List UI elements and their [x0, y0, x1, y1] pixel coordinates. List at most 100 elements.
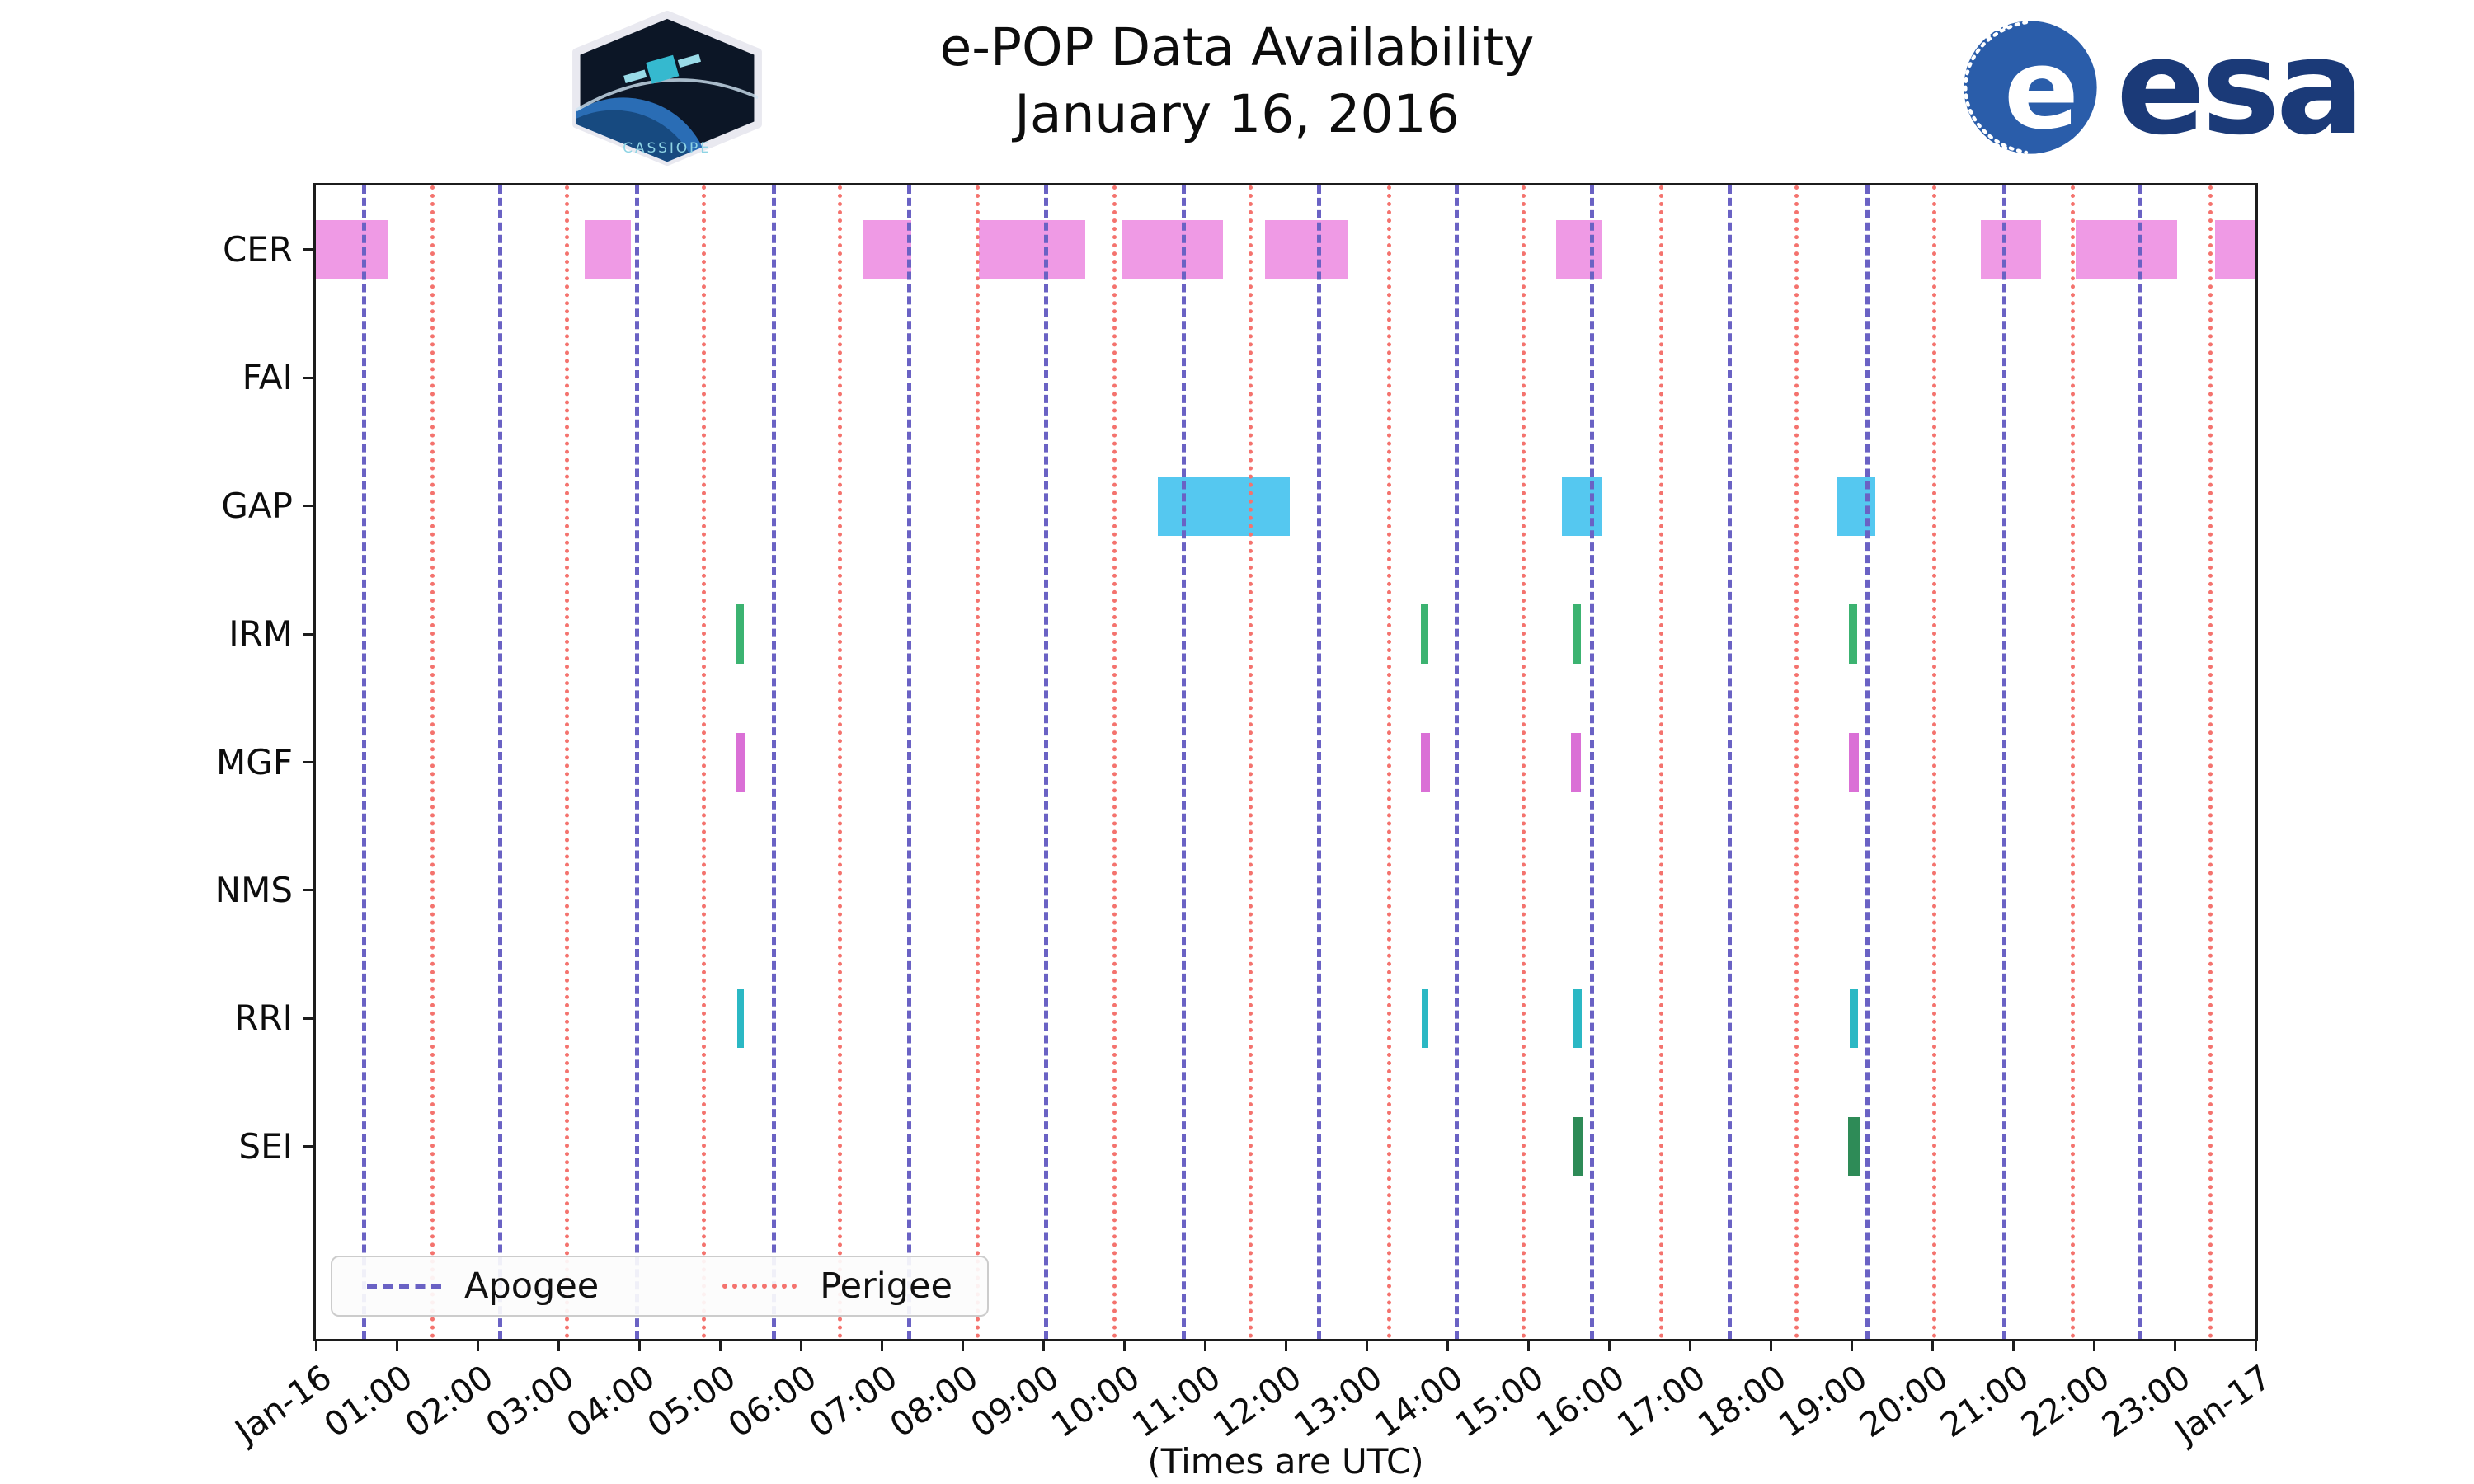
x-tick	[1203, 1339, 1206, 1351]
x-axis-note: (Times are UTC)	[1147, 1441, 1424, 1482]
x-axis-label-text: 04:00	[559, 1357, 662, 1446]
perigee-line	[838, 186, 843, 1339]
x-tick	[637, 1339, 641, 1351]
legend-item-perigee: Perigee	[722, 1266, 952, 1307]
patch-earth-shadow	[576, 110, 702, 162]
availability-bar-cer	[978, 219, 1085, 279]
x-tick	[1931, 1339, 1934, 1351]
esa-emblem-icon: e	[1961, 20, 2097, 155]
x-axis-label-text: 02:00	[397, 1357, 501, 1446]
x-tick	[2254, 1339, 2257, 1351]
y-tick	[303, 761, 316, 763]
perigee-line	[2208, 186, 2213, 1339]
x-tick	[1688, 1339, 1691, 1351]
availability-bar-irm	[1849, 604, 1857, 665]
x-tick	[961, 1339, 964, 1351]
chart-subtitle: January 16, 2016	[1014, 83, 1460, 144]
svg-text:e: e	[2004, 25, 2079, 154]
patch-cassiope-label: CASSIOPE	[623, 140, 712, 157]
x-axis-label-text: 22:00	[2014, 1357, 2117, 1446]
perigee-line	[1658, 186, 1663, 1339]
apogee-line	[635, 186, 640, 1339]
availability-bar-cer	[1264, 219, 1349, 279]
apogee-line	[1454, 186, 1459, 1339]
x-axis-label-text: 03:00	[478, 1357, 581, 1446]
y-axis-label-sei: SEI	[238, 1125, 293, 1167]
availability-bar-cer	[2215, 219, 2255, 279]
apogee-line	[1865, 186, 1870, 1339]
perigee-line	[1387, 186, 1392, 1339]
legend-apogee-label: Apogee	[464, 1266, 600, 1307]
legend-item-apogee: Apogee	[367, 1266, 599, 1307]
perigee-line	[1248, 186, 1253, 1339]
availability-bar-cer	[1980, 219, 2042, 279]
y-tick	[303, 248, 316, 251]
x-axis-label-text: 20:00	[1852, 1357, 1955, 1446]
apogee-line	[1590, 186, 1595, 1339]
availability-bar-rri	[1573, 989, 1582, 1049]
availability-bar-cer	[1122, 219, 1223, 279]
apogee-line	[1317, 186, 1322, 1339]
apogee-line	[1181, 186, 1186, 1339]
x-axis-label-text: 13:00	[1286, 1357, 1390, 1446]
availability-bar-irm	[736, 604, 745, 665]
x-axis-label-text: 09:00	[963, 1357, 1066, 1446]
legend: Apogee Perigee	[331, 1256, 989, 1317]
x-tick	[1526, 1339, 1530, 1351]
y-axis-label-mgf: MGF	[216, 741, 293, 782]
x-tick	[557, 1339, 560, 1351]
esa-logo: e esa	[1961, 10, 2365, 164]
x-axis-label-text: 06:00	[721, 1357, 824, 1446]
availability-bar-gap	[1837, 476, 1876, 536]
esa-wordmark: esa	[2116, 10, 2365, 164]
x-tick	[2173, 1339, 2176, 1351]
perigee-line	[1794, 186, 1799, 1339]
x-axis-label-text: Jan-16	[228, 1357, 339, 1451]
x-tick	[2092, 1339, 2095, 1351]
x-axis-label-text: 15:00	[1448, 1357, 1551, 1446]
x-axis-label-text: 16:00	[1529, 1357, 1632, 1446]
availability-bar-mgf	[1570, 732, 1581, 792]
x-tick	[314, 1339, 317, 1351]
x-axis-label-text: 08:00	[882, 1357, 985, 1446]
availability-bar-cer	[863, 219, 912, 279]
apogee-line	[1043, 186, 1048, 1339]
perigee-line-sample-icon	[722, 1284, 797, 1289]
availability-bar-mgf	[1849, 732, 1859, 792]
availability-bar-gap	[1158, 476, 1290, 536]
x-axis-label-text: 12:00	[1206, 1357, 1309, 1446]
x-axis-label-text: 14:00	[1367, 1357, 1470, 1446]
y-tick	[303, 376, 316, 379]
availability-bar-sei	[1572, 1116, 1583, 1176]
availability-bar-cer	[2076, 219, 2177, 279]
x-axis-label-text: 01:00	[317, 1357, 420, 1446]
x-axis-label-text: 19:00	[1771, 1357, 1874, 1446]
availability-bar-rri	[1421, 989, 1428, 1049]
x-tick	[1042, 1339, 1045, 1351]
x-axis-label-text: 21:00	[1933, 1357, 2036, 1446]
x-tick	[2011, 1339, 2015, 1351]
apogee-line-sample-icon	[367, 1284, 441, 1289]
y-axis-label-cer: CER	[222, 228, 293, 270]
patch-satellite-icon	[623, 54, 702, 84]
y-tick	[303, 1145, 316, 1148]
apogee-line	[1728, 186, 1733, 1339]
perigee-line	[1932, 186, 1936, 1339]
y-tick	[303, 1017, 316, 1020]
apogee-line	[2138, 186, 2142, 1339]
perigee-line	[975, 186, 980, 1339]
x-axis-label-text: 10:00	[1044, 1357, 1147, 1446]
cassiope-patch-logo: CASSIOPE	[572, 10, 762, 167]
x-tick	[1769, 1339, 1772, 1351]
perigee-line	[1522, 186, 1526, 1339]
y-tick	[303, 889, 316, 892]
availability-bar-rri	[736, 989, 744, 1049]
legend-perigee-label: Perigee	[820, 1266, 952, 1307]
apogee-line	[361, 186, 366, 1339]
plot-area: Apogee Perigee CER FAI GAP IRM MGF NMS RRI SEI J…	[215, 183, 2279, 1451]
x-tick	[799, 1339, 802, 1351]
x-tick	[1365, 1339, 1368, 1351]
availability-bar-rri	[1850, 989, 1858, 1049]
y-axis-label-nms: NMS	[214, 869, 293, 910]
y-axis-label-rri: RRI	[234, 998, 293, 1039]
